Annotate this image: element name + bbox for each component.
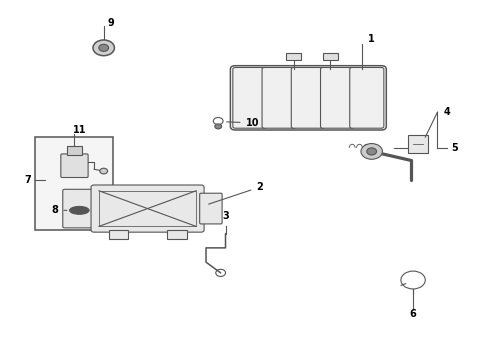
Text: 8: 8 [51,205,67,215]
Text: 9: 9 [108,18,114,28]
Text: 11: 11 [73,125,86,135]
Circle shape [361,144,382,159]
Bar [99,191,196,226]
FancyBboxPatch shape [291,67,325,128]
Ellipse shape [70,206,89,214]
Bar [287,53,301,60]
Text: 3: 3 [222,211,229,221]
Text: 10: 10 [227,118,259,128]
Text: 4: 4 [444,107,451,117]
Circle shape [100,168,108,174]
Bar [167,230,187,239]
FancyBboxPatch shape [262,67,296,128]
Text: 5: 5 [451,143,458,153]
Text: 2: 2 [209,182,263,204]
Text: 6: 6 [410,309,416,319]
FancyBboxPatch shape [61,154,88,177]
Circle shape [93,40,115,56]
Circle shape [215,124,221,129]
Bar [35,137,114,230]
Bar [109,230,128,239]
FancyBboxPatch shape [233,67,267,128]
Text: 7: 7 [25,175,31,185]
Circle shape [99,44,109,51]
FancyBboxPatch shape [350,67,384,128]
FancyBboxPatch shape [63,189,98,228]
Bar [67,146,82,155]
Text: 1: 1 [368,34,375,44]
FancyBboxPatch shape [200,193,222,224]
FancyBboxPatch shape [320,67,355,128]
Bar [323,53,338,60]
Circle shape [367,148,376,155]
Bar [408,135,428,153]
FancyBboxPatch shape [91,185,204,232]
